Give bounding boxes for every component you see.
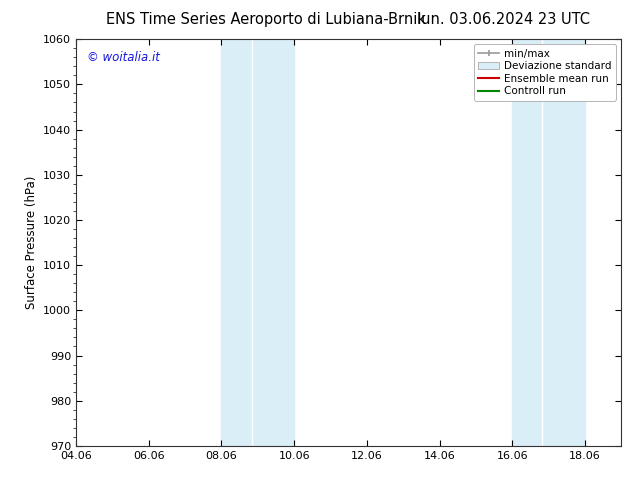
- Text: lun. 03.06.2024 23 UTC: lun. 03.06.2024 23 UTC: [417, 12, 590, 27]
- Text: © woitalia.it: © woitalia.it: [87, 51, 160, 64]
- Y-axis label: Surface Pressure (hPa): Surface Pressure (hPa): [25, 176, 37, 309]
- Bar: [543, 39, 585, 446]
- Bar: [221, 39, 252, 446]
- Text: ENS Time Series Aeroporto di Lubiana-Brnik: ENS Time Series Aeroporto di Lubiana-Brn…: [107, 12, 426, 27]
- Bar: [252, 39, 294, 446]
- Bar: [512, 39, 543, 446]
- Legend: min/max, Deviazione standard, Ensemble mean run, Controll run: min/max, Deviazione standard, Ensemble m…: [474, 45, 616, 100]
